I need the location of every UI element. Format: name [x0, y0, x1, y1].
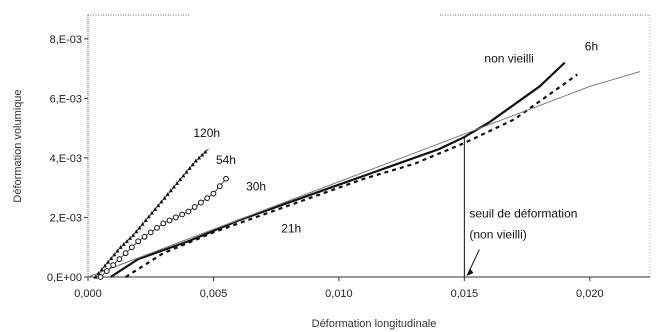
- annotation-seuil-de-d-formation: seuil de déformation: [469, 206, 577, 220]
- data-point-120h: [131, 233, 136, 237]
- data-point-120h: [156, 203, 161, 208]
- series-line-54h: [100, 178, 227, 278]
- data-point-54h: [160, 220, 167, 227]
- data-point-120h: [175, 181, 180, 185]
- annotation-21h: 21h: [281, 221, 301, 235]
- data-point-54h: [223, 175, 229, 182]
- data-point-120h: [159, 199, 164, 204]
- data-point-54h: [204, 195, 211, 202]
- threshold-arrow: [466, 249, 480, 276]
- data-point-54h: [185, 208, 192, 215]
- data-point-120h: [128, 236, 133, 240]
- threshold-arrow-head: [466, 269, 474, 276]
- data-point-120h: [178, 177, 183, 182]
- annotation-non-vieilli: (non vieilli): [469, 227, 526, 241]
- data-point-120h: [184, 169, 189, 174]
- x-tick-label: 0,010: [325, 288, 353, 300]
- annotation-120h: 120h: [193, 126, 220, 140]
- series-line-6h: [125, 73, 578, 278]
- data-point-120h: [190, 162, 195, 167]
- data-point-54h: [141, 233, 148, 240]
- data-point-120h: [96, 271, 101, 275]
- data-point-54h: [210, 190, 217, 197]
- x-tick-label: 0,020: [576, 288, 604, 300]
- y-tick-label: 6,E-03: [50, 93, 82, 105]
- data-point-120h: [109, 256, 114, 260]
- data-point-120h: [134, 229, 139, 234]
- data-point-120h: [162, 195, 167, 200]
- annotation-30h: 30h: [246, 180, 266, 194]
- data-point-120h: [137, 225, 142, 230]
- y-tick-label: 2,E-03: [50, 212, 82, 224]
- data-point-120h: [124, 239, 129, 243]
- data-point-120h: [121, 242, 126, 246]
- x-tick-label: 0,005: [200, 288, 228, 300]
- data-point-120h: [153, 207, 158, 211]
- x-tick-label: 0,015: [451, 288, 479, 300]
- data-point-54h: [154, 224, 160, 231]
- data-point-54h: [110, 262, 116, 268]
- data-point-120h: [197, 155, 202, 160]
- data-point-54h: [172, 214, 179, 221]
- data-point-120h: [181, 173, 186, 178]
- data-point-54h: [198, 199, 204, 206]
- data-point-120h: [171, 184, 176, 189]
- data-point-120h: [99, 267, 104, 272]
- data-point-54h: [166, 217, 173, 224]
- data-point-120h: [143, 218, 148, 223]
- data-point-120h: [146, 214, 151, 219]
- data-point-120h: [165, 192, 170, 196]
- data-point-120h: [106, 259, 111, 264]
- y-axis-title: Déformation volumique: [12, 89, 24, 202]
- data-point-120h: [140, 221, 145, 226]
- annotation-non-vieilli: non vieilli: [484, 52, 533, 66]
- data-point-120h: [200, 152, 205, 157]
- series-line-21h: [87, 71, 641, 278]
- data-point-120h: [115, 248, 120, 253]
- y-tick-label: 0,E+00: [47, 272, 82, 284]
- data-point-120h: [168, 188, 173, 193]
- x-tick-label: 0,000: [74, 288, 102, 300]
- x-axis-title: Déformation longitudinale: [312, 318, 437, 330]
- data-point-54h: [216, 183, 223, 190]
- data-point-120h: [149, 210, 154, 215]
- data-point-120h: [118, 245, 123, 249]
- data-point-120h: [187, 166, 192, 170]
- data-point-120h: [102, 263, 107, 268]
- data-point-54h: [179, 211, 185, 218]
- y-tick-label: 8,E-03: [50, 34, 82, 46]
- series-line-non-vieilli: [109, 61, 566, 278]
- data-point-54h: [122, 250, 129, 257]
- annotation-54h: 54h: [216, 153, 236, 167]
- data-point-120h: [112, 252, 117, 257]
- data-point-54h: [103, 268, 110, 274]
- data-point-54h: [97, 274, 104, 280]
- annotation-6h: 6h: [585, 40, 598, 54]
- data-point-54h: [135, 238, 142, 245]
- data-point-54h: [147, 229, 154, 236]
- data-point-54h: [191, 204, 198, 210]
- data-point-120h: [93, 274, 98, 279]
- y-tick-label: 4,E-03: [50, 153, 82, 165]
- data-point-54h: [129, 244, 135, 251]
- data-point-54h: [116, 256, 123, 263]
- data-point-120h: [193, 158, 198, 163]
- data-point-120h: [203, 149, 208, 154]
